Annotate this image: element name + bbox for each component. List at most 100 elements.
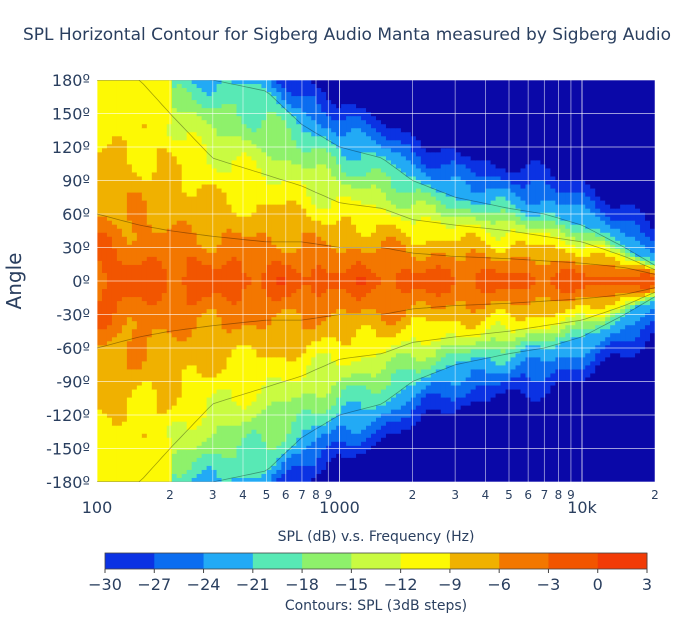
y-tick-label: 120º [52,138,90,157]
contour-band-cell [336,164,342,182]
contour-band-cell [131,329,138,371]
contour-band-cell [266,184,272,206]
contour-band-cell [361,285,367,298]
contour-band-cell [356,301,362,314]
contour-band-cell [460,301,467,326]
contour-band-cell [231,84,238,105]
contour-band-cell [565,204,571,222]
contour-band-cell [630,309,636,326]
contour-band-cell [440,397,447,415]
contour-band-cell [485,256,492,270]
contour-band-cell [510,369,517,379]
contour-band-cell [356,200,362,234]
contour-band-cell [400,80,407,133]
contour-band-cell [530,317,537,330]
contour-band-cell [415,220,422,246]
contour-band-cell [405,220,412,238]
contour-band-cell [440,369,447,383]
contour-band-cell [490,80,497,166]
contour-band-cell [430,188,437,198]
contour-band-cell [635,301,641,306]
contour-band-cell [535,401,542,482]
contour-band-cell [515,208,522,218]
contour-band-cell [226,228,233,262]
contour-band-cell [236,445,243,479]
contour-band-cell [256,204,263,234]
contour-band-cell [465,393,472,407]
contour-band-cell [635,305,641,322]
contour-band-cell [420,184,427,194]
contour-band-cell [515,184,522,198]
contour-band-cell [241,236,248,274]
contour-band-cell [425,357,432,371]
contour-band-cell [361,80,367,109]
contour-band-cell [395,353,402,371]
contour-band-cell [385,160,392,178]
contour-band-cell [435,321,442,342]
contour-band-cell [475,289,482,310]
contour-band-cell [181,192,188,222]
contour-band-cell [515,345,522,354]
contour-band-cell [346,80,352,105]
contour-band-cell [600,349,606,362]
x-tick-label-major: 100 [82,498,113,517]
contour-band-cell [420,192,427,202]
contour-band-cell [480,369,487,387]
contour-band-cell [161,148,168,234]
contour-band-cell [106,341,113,419]
contour-band-cell [480,349,487,358]
contour-band-cell [371,421,377,435]
contour-band-cell [460,156,467,166]
contour-band-cell [645,260,651,266]
contour-band-cell [121,236,128,266]
contour-band-cell [231,457,238,479]
contour-band-cell [246,405,253,423]
contour-band-cell [196,80,203,89]
contour-band-cell [326,421,332,435]
contour-band-cell [590,349,596,362]
contour-band-cell [146,381,153,482]
contour-band-cell [415,140,422,157]
contour-band-cell [301,465,307,482]
contour-band-cell [296,289,302,314]
contour-band-cell [620,220,626,234]
contour-band-cell [251,477,258,482]
contour-band-cell [600,264,606,278]
contour-band-cell [570,80,576,182]
contour-band-cell [570,224,576,234]
contour-band-cell [246,80,253,85]
contour-band-cell [610,220,616,230]
contour-band-cell [480,401,487,482]
contour-band-cell [600,232,606,238]
contour-band-cell [460,200,467,210]
contour-band-cell [405,293,412,310]
contour-band-cell [500,252,507,262]
contour-band-cell [385,140,392,149]
contour-band-cell [390,433,397,482]
contour-band-cell [490,349,497,362]
contour-band-cell [455,321,462,338]
contour-band-cell [615,321,621,334]
contour-band-cell [570,325,576,330]
contour-band-cell [256,148,263,170]
contour-band-cell [306,285,312,330]
contour-band-cell [590,252,596,266]
contour-band-cell [635,260,641,266]
contour-band-cell [261,120,267,153]
contour-band-cell [351,445,357,459]
contour-band-cell [420,244,427,262]
contour-band-cell [371,252,377,274]
contour-band-cell [545,297,551,318]
contour-band-cell [550,80,556,178]
contour-band-cell [101,216,108,234]
contour-band-cell [625,285,631,294]
x-axis-title: SPL (dB) v.s. Frequency (Hz) [278,529,475,545]
contour-band-cell [286,92,292,105]
contour-band-cell [500,80,507,170]
contour-band-cell [470,313,477,330]
contour-band-cell [540,361,546,383]
contour-band-cell [97,329,103,346]
contour-band-cell [635,240,641,258]
contour-band-cell [161,80,168,149]
contour-band-cell [366,136,372,153]
